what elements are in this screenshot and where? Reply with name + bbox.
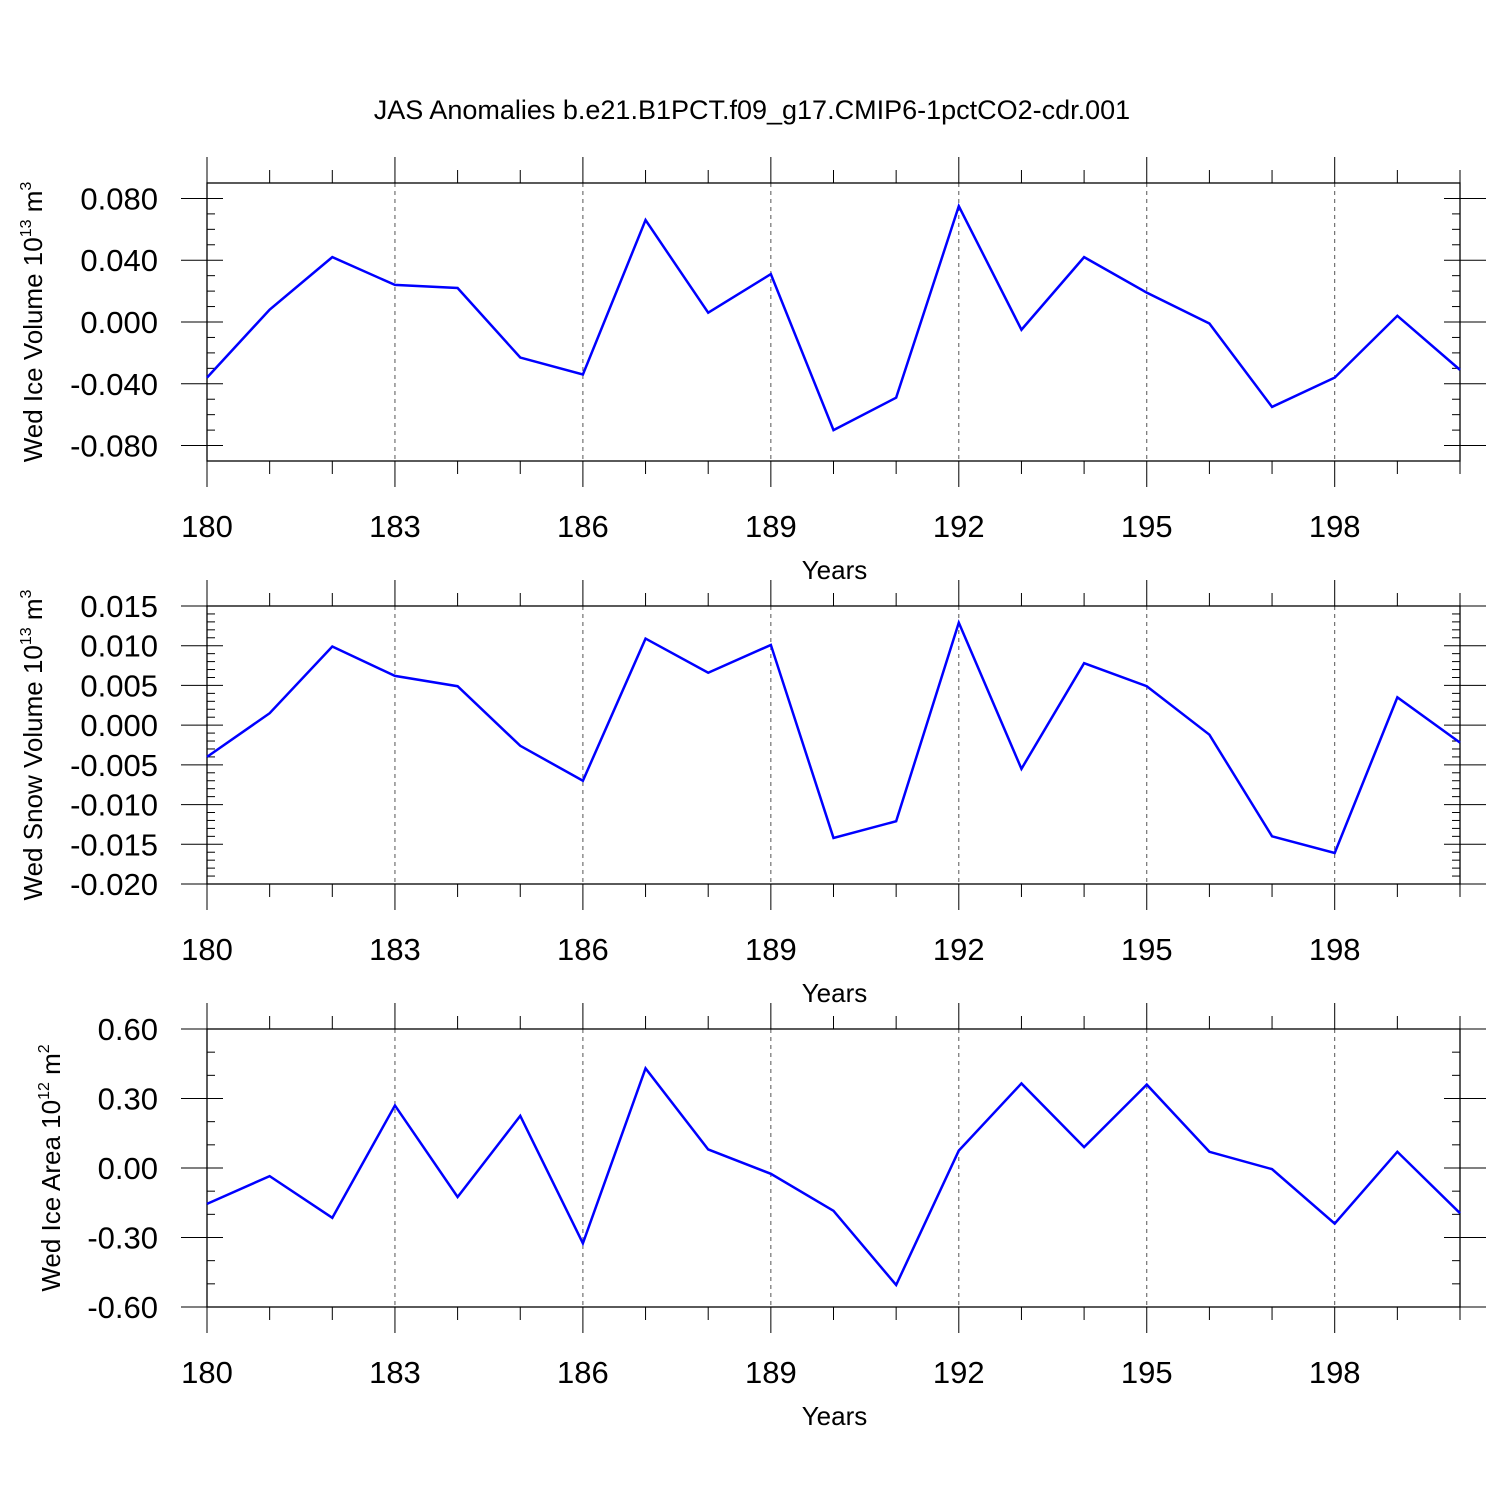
x-tick-label: 198 bbox=[1309, 932, 1361, 967]
y-tick-label: -0.080 bbox=[70, 429, 158, 464]
y-tick-label: -0.015 bbox=[70, 827, 158, 862]
plot-frame bbox=[206, 182, 1461, 462]
y-tick-label: -0.60 bbox=[87, 1290, 158, 1325]
panel-3: -0.60 -0.30 0.00 0.30 0.60 180 183 186 189 192 195… bbox=[36, 1003, 1486, 1431]
x-tick-label: 186 bbox=[557, 1355, 609, 1390]
x-tick-label: 195 bbox=[1121, 932, 1173, 967]
series-line bbox=[206, 1065, 1461, 1288]
panel-2: -0.020 -0.015 -0.010 -0.005 0.000 0.005 0.010 0… bbox=[18, 580, 1486, 1008]
x-tick-label: 192 bbox=[933, 932, 985, 967]
x-tick-label: 183 bbox=[369, 509, 421, 544]
chart-title: JAS Anomalies b.e21.B1PCT.f09_g17.CMIP6-… bbox=[374, 95, 1130, 125]
y-tick-label: 0.005 bbox=[80, 668, 158, 703]
y-axis-title: Wed Ice Volume 1013 m3 bbox=[18, 182, 48, 463]
y-tick-label: 0.60 bbox=[98, 1012, 158, 1047]
y-tick-label: 0.30 bbox=[98, 1082, 158, 1117]
y-tick-label: 0.010 bbox=[80, 629, 158, 664]
x-tick-label: 198 bbox=[1309, 509, 1361, 544]
x-tick-label: 186 bbox=[557, 932, 609, 967]
series-line bbox=[206, 619, 1461, 855]
x-tick-label: 189 bbox=[745, 932, 797, 967]
x-axis-title: Years bbox=[802, 555, 868, 585]
y-tick-label: 0.080 bbox=[80, 181, 158, 216]
plot-frame bbox=[206, 1028, 1461, 1308]
x-tick-label: 186 bbox=[557, 509, 609, 544]
x-tick-label: 192 bbox=[933, 509, 985, 544]
x-tick-label: 183 bbox=[369, 1355, 421, 1390]
x-tick-label: 198 bbox=[1309, 1355, 1361, 1390]
y-axis-title: Wed Snow Volume 1013 m3 bbox=[18, 589, 48, 900]
plot-frame bbox=[206, 605, 1461, 885]
x-tick-label: 180 bbox=[181, 509, 233, 544]
x-tick-label: 183 bbox=[369, 932, 421, 967]
x-tick-label: 195 bbox=[1121, 509, 1173, 544]
x-tick-label: 180 bbox=[181, 932, 233, 967]
panels: -0.080 -0.040 0.000 0.040 0.080 180 183 186 189 1… bbox=[18, 157, 1486, 1431]
x-axis-title: Years bbox=[802, 978, 868, 1008]
x-axis-title: Years bbox=[802, 1401, 868, 1431]
y-tick-label: 0.015 bbox=[80, 589, 158, 624]
y-tick-label: 0.000 bbox=[80, 708, 158, 743]
x-tick-label: 189 bbox=[745, 509, 797, 544]
y-tick-label: -0.30 bbox=[87, 1221, 158, 1256]
y-axis-title: Wed Ice Area 1012 m2 bbox=[36, 1044, 66, 1291]
y-tick-label: -0.010 bbox=[70, 788, 158, 823]
x-tick-label: 195 bbox=[1121, 1355, 1173, 1390]
x-tick-label: 189 bbox=[745, 1355, 797, 1390]
x-tick-label: 180 bbox=[181, 1355, 233, 1390]
series-line bbox=[206, 202, 1461, 432]
y-tick-label: -0.020 bbox=[70, 867, 158, 902]
y-tick-label: -0.040 bbox=[70, 367, 158, 402]
x-tick-label: 192 bbox=[933, 1355, 985, 1390]
y-tick-label: 0.00 bbox=[98, 1151, 158, 1186]
y-tick-label: 0.000 bbox=[80, 305, 158, 340]
y-tick-label: 0.040 bbox=[80, 243, 158, 278]
panel-1: -0.080 -0.040 0.000 0.040 0.080 180 183 186 189 1… bbox=[18, 157, 1486, 585]
y-tick-label: -0.005 bbox=[70, 748, 158, 783]
